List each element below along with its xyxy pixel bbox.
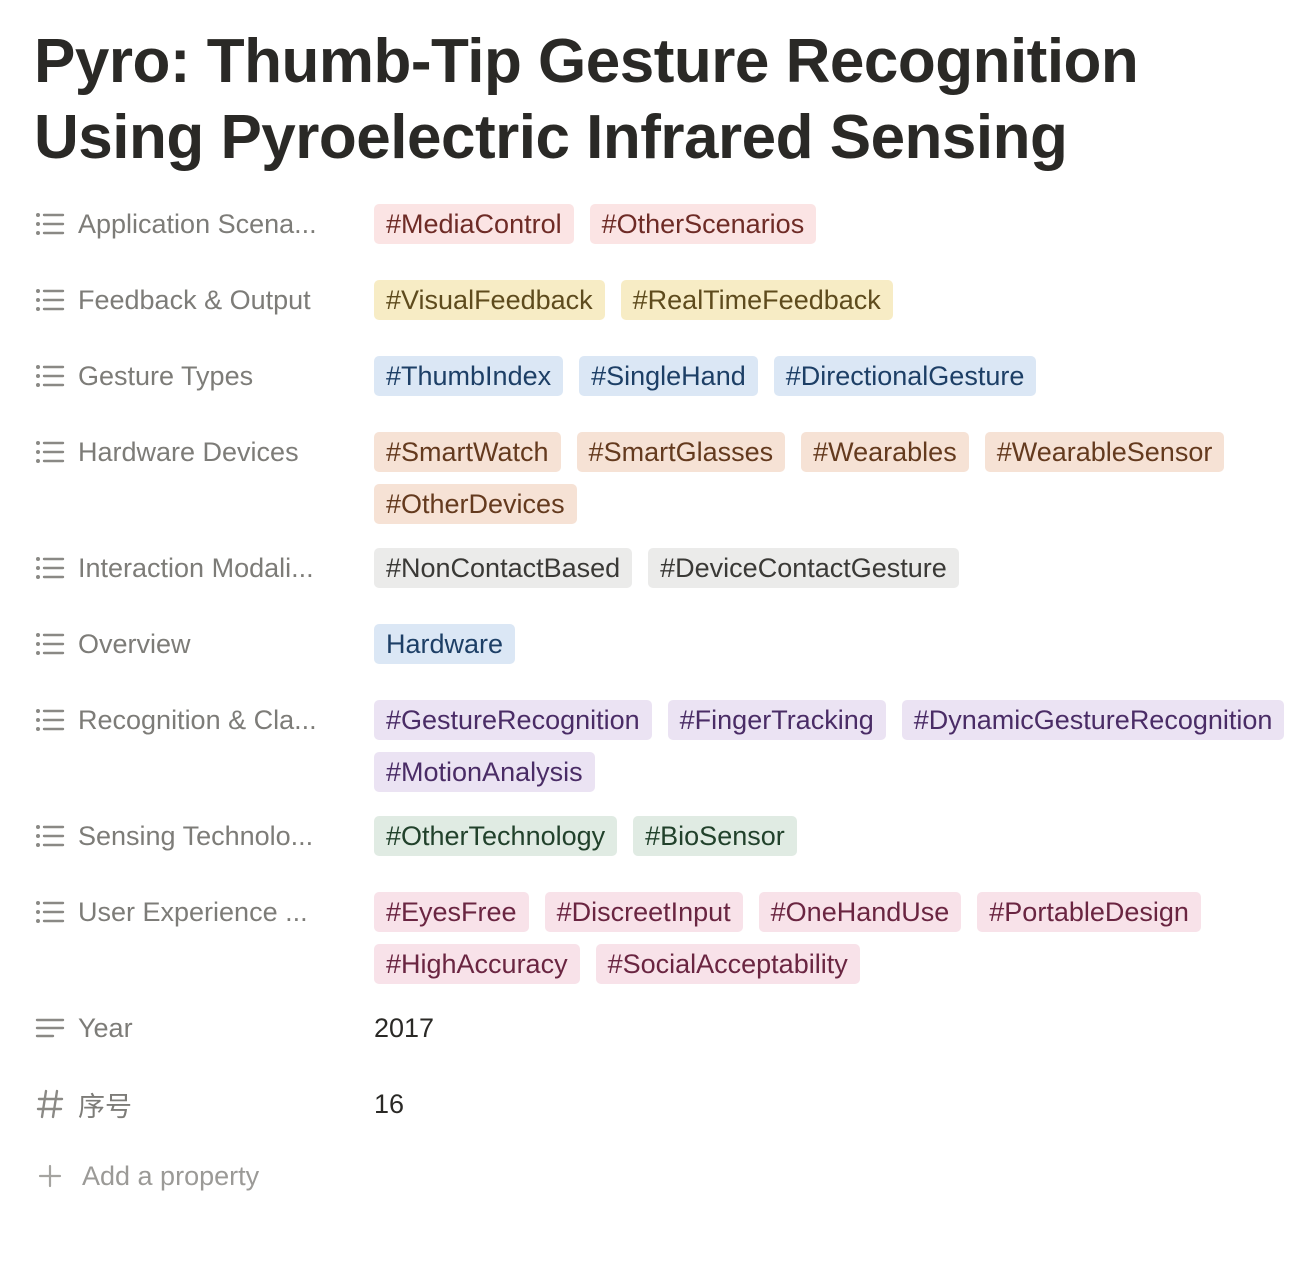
property-value[interactable]: #NonContactBased #DeviceContactGesture xyxy=(374,548,1294,588)
text-icon xyxy=(34,1012,66,1044)
tag-chip[interactable]: #MotionAnalysis xyxy=(374,752,595,792)
property-row: 序号 16 xyxy=(34,1084,1294,1136)
property-row: Application Scena... #MediaControl #OtherS… xyxy=(34,204,1294,256)
tag-chip[interactable]: #DeviceContactGesture xyxy=(648,548,959,588)
tag-chip[interactable]: #SingleHand xyxy=(579,356,758,396)
tag-chip[interactable]: #NonContactBased xyxy=(374,548,633,588)
property-name[interactable]: Hardware Devices xyxy=(34,432,374,472)
tag-chip[interactable]: #OtherScenarios xyxy=(589,204,817,244)
property-name[interactable]: Year xyxy=(34,1008,374,1048)
property-label: Gesture Types xyxy=(78,360,254,391)
property-value[interactable]: #OtherTechnology #BioSensor xyxy=(374,816,1294,856)
page-title[interactable]: Pyro: Thumb-Tip Gesture Recognition Usin… xyxy=(34,27,1139,172)
tag-chip[interactable]: Hardware xyxy=(374,624,516,664)
property-name[interactable]: 序号 xyxy=(34,1084,374,1124)
property-label: Overview xyxy=(78,628,191,659)
property-row: Recognition & Cla... #GestureRecognition #… xyxy=(34,700,1294,792)
property-label: Feedback & Output xyxy=(78,284,311,315)
property-name[interactable]: Overview xyxy=(34,624,374,664)
property-row: Feedback & Output #VisualFeedback #RealTim… xyxy=(34,280,1294,332)
property-row: Year 2017 xyxy=(34,1008,1294,1060)
tag-chip[interactable]: #HighAccuracy xyxy=(374,944,580,984)
tag-chip[interactable]: #RealTimeFeedback xyxy=(620,280,893,320)
tag-chip[interactable]: #PortableDesign xyxy=(977,892,1201,932)
property-value[interactable]: #ThumbIndex #SingleHand #DirectionalGestur… xyxy=(374,356,1294,396)
list-icon xyxy=(34,284,66,316)
property-value[interactable]: Hardware xyxy=(374,624,1294,664)
property-value[interactable]: #MediaControl #OtherScenarios xyxy=(374,204,1294,244)
add-property-button[interactable]: Add a property xyxy=(34,1156,1294,1196)
list-icon xyxy=(34,704,66,736)
tag-chip[interactable]: #OneHandUse xyxy=(758,892,962,932)
list-icon xyxy=(34,628,66,660)
property-name[interactable]: Gesture Types xyxy=(34,356,374,396)
properties-list: Application Scena... #MediaControl #OtherS… xyxy=(34,204,1294,1136)
property-label: User Experience ... xyxy=(78,896,308,927)
property-value[interactable]: #VisualFeedback #RealTimeFeedback xyxy=(374,280,1294,320)
tag-chip[interactable]: #GestureRecognition xyxy=(374,700,652,740)
list-icon xyxy=(34,896,66,928)
plus-icon xyxy=(34,1160,66,1192)
list-icon xyxy=(34,208,66,240)
property-label: Year xyxy=(78,1012,133,1043)
number-icon xyxy=(34,1088,66,1120)
tag-chip[interactable]: #ThumbIndex xyxy=(374,356,564,396)
property-name[interactable]: Recognition & Cla... xyxy=(34,700,374,740)
list-icon xyxy=(34,820,66,852)
tag-chip[interactable]: #BioSensor xyxy=(633,816,797,856)
property-value[interactable]: #GestureRecognition #FingerTracking #Dynam… xyxy=(374,700,1294,792)
property-label: Recognition & Cla... xyxy=(78,704,317,735)
property-row: User Experience ... #EyesFree #DiscreetInp… xyxy=(34,892,1294,984)
property-value[interactable]: 2017 xyxy=(374,1008,1294,1048)
tag-chip[interactable]: #EyesFree xyxy=(374,892,529,932)
property-label: Sensing Technolo... xyxy=(78,820,314,851)
property-name[interactable]: Feedback & Output xyxy=(34,280,374,320)
list-icon xyxy=(34,360,66,392)
tag-chip[interactable]: #SmartGlasses xyxy=(576,432,786,472)
tag-chip[interactable]: #FingerTracking xyxy=(667,700,886,740)
tag-chip[interactable]: #DirectionalGesture xyxy=(773,356,1037,396)
list-icon xyxy=(34,436,66,468)
tag-chip[interactable]: #DiscreetInput xyxy=(544,892,743,932)
property-row: Interaction Modali... #NonContactBased #De… xyxy=(34,548,1294,600)
tag-chip[interactable]: #Wearables xyxy=(801,432,969,472)
tag-chip[interactable]: #SmartWatch xyxy=(374,432,561,472)
tag-chip[interactable]: #OtherTechnology xyxy=(374,816,618,856)
property-text-value: 16 xyxy=(374,1088,405,1119)
tag-chip[interactable]: #DynamicGestureRecognition xyxy=(901,700,1285,740)
property-name[interactable]: Sensing Technolo... xyxy=(34,816,374,856)
property-name[interactable]: User Experience ... xyxy=(34,892,374,932)
property-label: 序号 xyxy=(78,1091,132,1122)
property-text-value: 2017 xyxy=(374,1012,435,1043)
property-row: Hardware Devices #SmartWatch #SmartGlasses… xyxy=(34,432,1294,524)
property-name[interactable]: Interaction Modali... xyxy=(34,548,374,588)
property-row: Gesture Types #ThumbIndex #SingleHand #Dire… xyxy=(34,356,1294,408)
property-value[interactable]: 16 xyxy=(374,1084,1294,1124)
property-label: Hardware Devices xyxy=(78,436,299,467)
property-row: Sensing Technolo... #OtherTechnology #BioS… xyxy=(34,816,1294,868)
property-name[interactable]: Application Scena... xyxy=(34,204,374,244)
tag-chip[interactable]: #SocialAcceptability xyxy=(595,944,860,984)
property-row: Overview Hardware xyxy=(34,624,1294,676)
property-label: Application Scena... xyxy=(78,208,317,239)
tag-chip[interactable]: #VisualFeedback xyxy=(374,280,605,320)
add-property-label: Add a property xyxy=(82,1160,260,1191)
property-label: Interaction Modali... xyxy=(78,552,314,583)
property-value[interactable]: #SmartWatch #SmartGlasses #Wearables #Weara… xyxy=(374,432,1294,524)
list-icon xyxy=(34,552,66,584)
tag-chip[interactable]: #MediaControl xyxy=(374,204,574,244)
tag-chip[interactable]: #OtherDevices xyxy=(374,484,577,524)
property-value[interactable]: #EyesFree #DiscreetInput #OneHandUse #Porta… xyxy=(374,892,1294,984)
page: Pyro: Thumb-Tip Gesture Recognition Usin… xyxy=(34,24,1294,1196)
tag-chip[interactable]: #WearableSensor xyxy=(984,432,1225,472)
